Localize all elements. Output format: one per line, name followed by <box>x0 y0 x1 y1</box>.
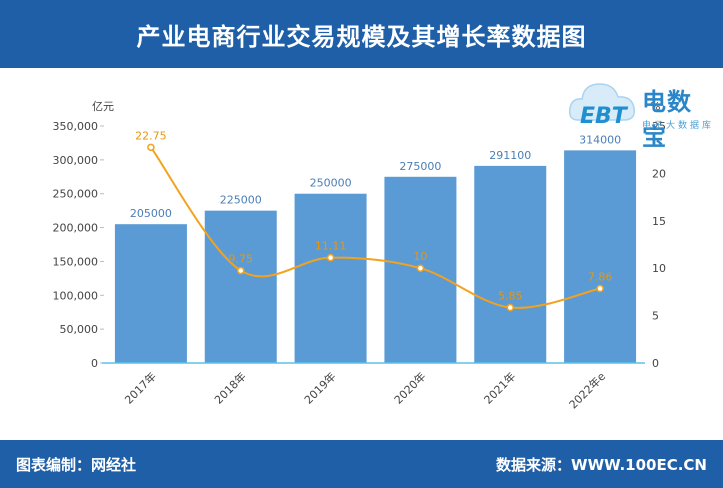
bar-value-label: 291100 <box>489 149 531 162</box>
bar-value-label: 225000 <box>220 194 262 207</box>
y-tick-label: 200,000 <box>53 222 99 235</box>
y2-tick-label: 20 <box>652 167 666 180</box>
bar-value-label: 205000 <box>130 207 172 220</box>
growth-rate-label: 5.85 <box>498 290 523 303</box>
y-tick-label: 350,000 <box>53 120 99 133</box>
y2-axis-unit-label: % <box>650 100 660 113</box>
growth-rate-point <box>147 143 155 152</box>
growth-rate-label: 11.11 <box>315 240 347 253</box>
bar-value-label: 314000 <box>579 133 621 146</box>
growth-rate-label: 22.75 <box>135 129 167 142</box>
footer-source: 数据来源：WWW.100EC.CN <box>496 455 707 474</box>
bar <box>474 165 547 363</box>
y-tick-label: 250,000 <box>53 188 99 201</box>
logo-subtext: 电子大数据库 <box>642 121 715 131</box>
bar <box>114 224 187 363</box>
growth-rate-point <box>326 253 335 262</box>
footer-bar: 图表编制：网经社 数据来源：WWW.100EC.CN <box>0 440 723 488</box>
y-tick-label: 300,000 <box>53 154 99 167</box>
y-tick-label: 50,000 <box>60 323 99 336</box>
y2-tick-label: 10 <box>652 262 666 275</box>
x-tick-label: 2017年 <box>122 369 159 406</box>
y-tick-label: 0 <box>91 357 98 370</box>
bar <box>204 210 277 363</box>
growth-rate-label: 9.75 <box>229 253 254 266</box>
y2-tick-label: 0 <box>652 357 659 370</box>
x-tick-label: 2019年 <box>301 369 338 406</box>
bar-value-label: 275000 <box>399 160 441 173</box>
x-tick-label: 2021年 <box>481 369 518 406</box>
chart-area: 亿元% 0 50,000 100,000 150,000 200,000 250,000 30… <box>0 68 723 440</box>
x-tick-label: 2018年 <box>211 369 248 406</box>
x-tick-label: 2022年e <box>566 369 608 411</box>
combo-chart: 亿元 % 0 50,000 100,000 150,000 200,000 250,000 30… <box>53 100 667 411</box>
growth-rate-point <box>596 284 604 293</box>
y-tick-label: 150,000 <box>53 255 99 268</box>
logo: EBT 电数宝 电子大数据库 <box>566 72 716 151</box>
bar-value-label: 250000 <box>310 177 352 190</box>
y2-tick-label: 15 <box>652 215 666 228</box>
footer-credit: 图表编制：网经社 <box>16 455 137 474</box>
growth-rate-label: 7.86 <box>588 270 613 283</box>
growth-rate-point <box>416 264 425 272</box>
y-tick-label: 100,000 <box>53 289 99 302</box>
bar <box>294 193 367 363</box>
header-bar: 产业电商行业交易规模及其增长率数据图 <box>0 0 723 68</box>
growth-rate-label: 10 <box>413 250 427 263</box>
growth-rate-point <box>237 266 245 275</box>
bar <box>564 150 637 363</box>
logo-mark: EBT <box>580 104 627 129</box>
page-title: 产业电商行业交易规模及其增长率数据图 <box>136 22 587 51</box>
y2-tick-label: 5 <box>652 310 659 323</box>
x-tick-label: 2020年 <box>391 369 428 406</box>
cloud-logo-icon <box>568 83 636 121</box>
y2-tick-label: 25 <box>652 120 666 133</box>
growth-rate-point <box>506 303 514 312</box>
y-axis-unit-label: 亿元 <box>92 100 114 113</box>
logo-text: 电数宝 <box>642 88 692 151</box>
